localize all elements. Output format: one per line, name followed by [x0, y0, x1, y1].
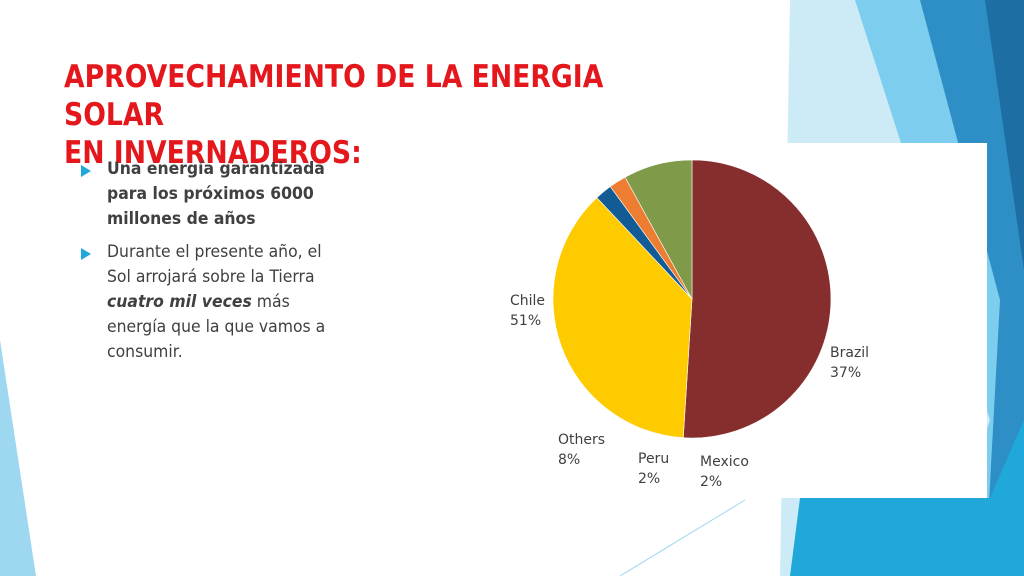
- decor-thin-line: [619, 499, 746, 576]
- slide-title-line-1: APROVECHAMIENTO DE LA ENERGIA SOLAR: [64, 59, 604, 133]
- bullet-item: Una energía garantizada para los próximo…: [76, 157, 406, 232]
- bullet-line: Sol arrojará sobre la Tierra: [107, 267, 315, 287]
- slice-label-brazil: Brazil: [830, 345, 869, 361]
- pie-slice-chile: [682, 159, 832, 439]
- decor-left-sliver: [0, 340, 36, 576]
- slice-value-peru: 2%: [638, 471, 660, 487]
- pie-chart-panel: Chile 51% Brazil 37% Mexico 2% Peru 2% Others 8%: [478, 143, 987, 498]
- slice-value-mexico: 2%: [700, 474, 722, 490]
- slice-value-chile: 51%: [510, 313, 541, 329]
- slice-value-brazil: 37%: [830, 365, 861, 381]
- decor-bottom-blue-panel: [790, 420, 1024, 576]
- slice-label-chile: Chile: [510, 293, 545, 309]
- bullet-line: Durante el presente año, el: [107, 242, 322, 262]
- slice-label-others: Others: [558, 432, 605, 448]
- bullet-arrow-icon: [81, 248, 91, 260]
- slice-value-others: 8%: [558, 452, 580, 468]
- bullet-line: para los próximos 6000: [107, 184, 314, 204]
- decor-right-dark-panel: [920, 0, 1024, 576]
- slide-title: APROVECHAMIENTO DE LA ENERGIA SOLAR EN I…: [64, 58, 683, 172]
- pie-slice-brazil: [552, 197, 693, 439]
- slide-title-line-2: EN INVERNADEROS:: [64, 135, 362, 171]
- bullet-line: cuatro mil veces más: [107, 290, 382, 315]
- bullet-arrow-icon: [81, 165, 91, 177]
- slice-label-peru: Peru: [638, 451, 669, 467]
- decor-right-darkest-panel: [985, 0, 1024, 270]
- slice-label-mexico: Mexico: [700, 454, 749, 470]
- bullet-item: Durante el presente año, el Sol arrojará…: [76, 240, 406, 365]
- bullet-line: consumir.: [107, 342, 183, 362]
- pie-chart: Chile 51% Brazil 37% Mexico 2% Peru 2% Others 8%: [510, 159, 869, 490]
- bullet-emphasis: cuatro mil veces: [107, 292, 252, 312]
- bullet-line: millones de años: [107, 209, 256, 229]
- bullet-list: Una energía garantizada para los próximo…: [76, 157, 406, 373]
- bullet-line-rest: más: [251, 292, 290, 312]
- bullet-line: energía que la que vamos a: [107, 317, 326, 337]
- bullet-line: Una energía garantizada: [107, 159, 325, 179]
- pie-slice-others: [624, 159, 693, 300]
